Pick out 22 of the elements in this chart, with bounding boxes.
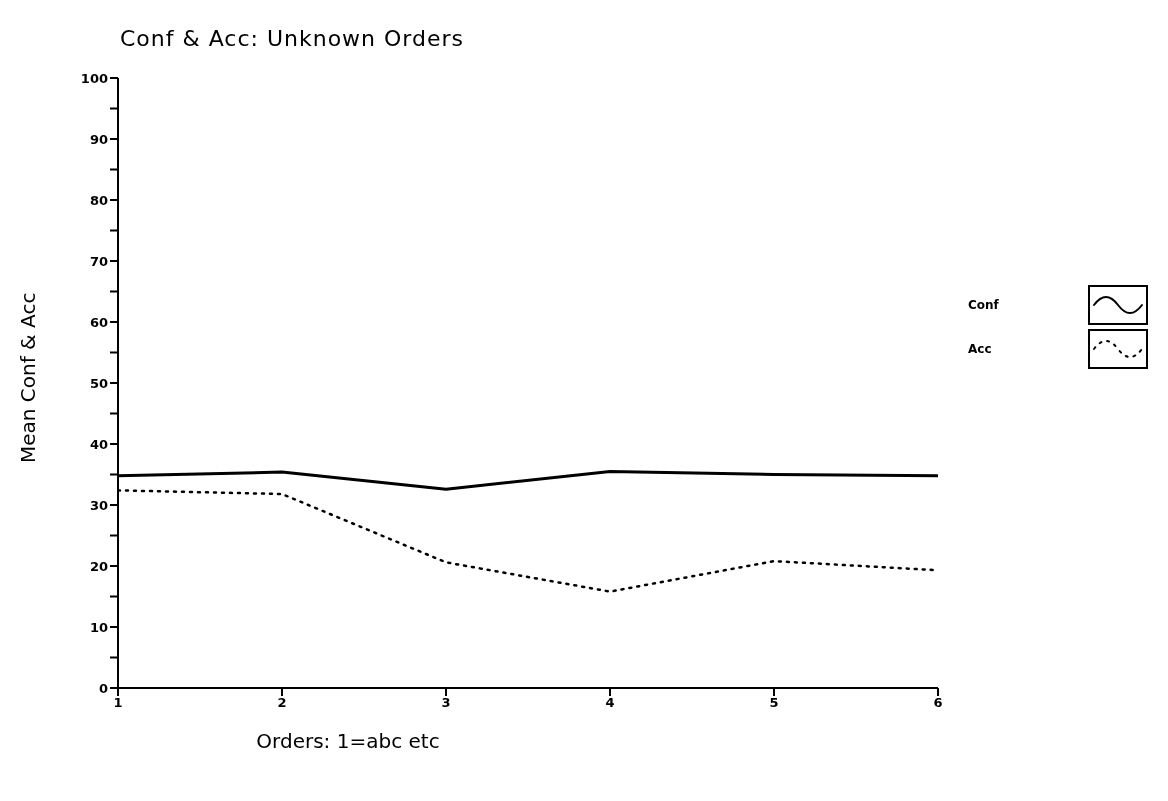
y-tick-label: 10 — [89, 619, 108, 635]
y-axis-title: Mean Conf & Acc — [16, 292, 41, 463]
y-tick-label: 40 — [89, 436, 108, 452]
y-tick-label: 60 — [89, 314, 108, 330]
y-tick-label: 0 — [98, 680, 108, 696]
x-tick-label: 5 — [769, 695, 779, 711]
y-tick-label: 30 — [89, 497, 108, 513]
y-tick-label: 20 — [89, 558, 108, 574]
x-tick-label: 4 — [605, 695, 615, 711]
text: Conf — [968, 298, 1000, 312]
chart-title: Conf & Acc: Unknown Orders — [120, 26, 465, 51]
x-tick-label: 3 — [441, 695, 451, 711]
text: Acc — [968, 342, 993, 356]
y-tick-label: 80 — [89, 192, 108, 208]
y-tick-label: 70 — [89, 253, 108, 269]
y-tick-label: 100 — [80, 70, 108, 86]
x-tick-label: 6 — [933, 695, 943, 711]
y-tick-label: 90 — [89, 131, 108, 147]
y-tick-label: 50 — [89, 375, 108, 391]
x-tick-label: 2 — [277, 695, 287, 711]
x-axis-title: Orders: 1=abc etc — [256, 729, 440, 753]
x-tick-label: 1 — [113, 695, 123, 711]
